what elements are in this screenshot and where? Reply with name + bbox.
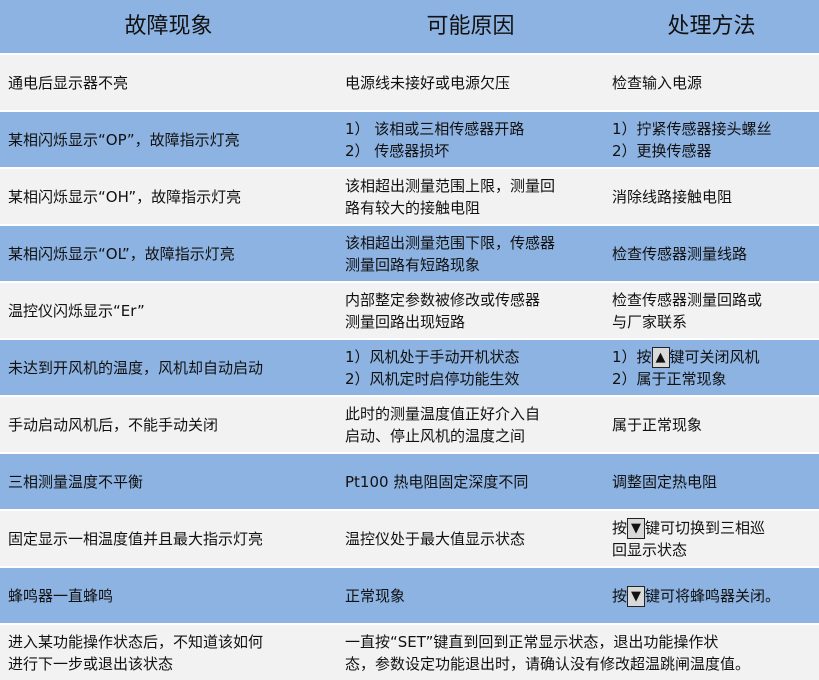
cell-line: 该相超出测量范围下限，传感器: [345, 233, 556, 252]
table-row: 三相测量温度不平衡 Pt100 热电阻固定深度不同 调整固定热电阻: [0, 452, 819, 510]
cell-line: 2）更换传感器: [612, 141, 712, 160]
cause-cell: 1）风机处于手动开机状态 2）风机定时启停功能生效: [337, 338, 604, 396]
cell-line: 该相超出测量范围上限，测量回: [345, 176, 556, 195]
fix-cell: 1）按 ▲ 键可关闭风机 2）属于正常现象: [604, 338, 819, 396]
symptom-cell: 三相测量温度不平衡: [0, 452, 337, 510]
cell-line: 调整固定热电阻: [612, 472, 718, 491]
cell-line: 2）属于正常现象: [612, 369, 727, 388]
symptom-cell: 手动启动风机后，不能手动关闭: [0, 395, 337, 453]
cell-line: 检查输入电源: [612, 73, 703, 92]
cause-cell: 内部整定参数被修改或传感器 测量回路出现短路: [337, 281, 604, 339]
cell-line: 检查传感器测量线路: [612, 244, 748, 263]
up-key-icon: ▲: [651, 346, 670, 368]
fix-text: 键可将蜂鸣器关闭。: [645, 586, 781, 605]
cell-line: 正常现象: [345, 586, 406, 605]
fix-cell: 调整固定热电阻: [604, 452, 819, 510]
header-symptom: 故障现象: [124, 13, 213, 39]
cell-line: 一直按“SET”键直到回到正常显示状态，退出功能操作状: [345, 632, 719, 651]
table-row: 进入某功能操作状态后，不知道该如何 进行下一步或退出该状态 一直按“SET”键直到回…: [0, 623, 819, 680]
cell-line: 2） 传感器损坏: [345, 141, 450, 160]
down-key-icon: ▼: [627, 585, 646, 607]
cell-line: 2）风机定时启停功能生效: [345, 369, 520, 388]
fix-key-line: 按 ▼ 键可切换到三相巡: [612, 517, 819, 539]
table-row: 某相闪烁显示“OL”，故障指示灯亮 该相超出测量范围下限，传感器 测量回路有短路现象…: [0, 224, 819, 282]
cell-line: 回显示状态: [612, 540, 688, 559]
cell-line: 进入某功能操作状态后，不知道该如何: [8, 632, 264, 651]
cell-line: 测量回路出现短路: [345, 312, 466, 331]
symptom-cell: 进入某功能操作状态后，不知道该如何 进行下一步或退出该状态: [0, 623, 337, 680]
cell-line: 1）风机处于手动开机状态: [345, 347, 520, 366]
cell-line: 消除线路接触电阻: [612, 187, 733, 206]
fix-cell: 消除线路接触电阻: [604, 167, 819, 225]
cell-line: 态，参数设定功能退出时，请确认没有修改超温跳闸温度值。: [345, 654, 751, 673]
cell-line: 此时的测量温度值正好介入自: [345, 404, 541, 423]
symptom-cell: 通电后显示器不亮: [0, 53, 337, 111]
cell-line: 检查传感器测量回路或: [612, 290, 763, 309]
fix-text: 按: [612, 586, 628, 605]
cell-line: 测量回路有短路现象: [345, 255, 481, 274]
header-row: 故障现象 可能原因 处理方法: [0, 0, 819, 54]
fix-text: 键可切换到三相巡: [645, 518, 766, 537]
fix-cell: 检查传感器测量回路或 与厂家联系: [604, 281, 819, 339]
cell-line: 启动、停止风机的温度之间: [345, 426, 526, 445]
cell-line: 温控仪处于最大值显示状态: [345, 529, 526, 548]
symptom-cell: 某相闪烁显示“OL”，故障指示灯亮: [0, 224, 337, 282]
cell-line: 1）拧紧传感器接头螺丝: [612, 119, 772, 138]
cause-cell: 该相超出测量范围下限，传感器 测量回路有短路现象: [337, 224, 604, 282]
cause-cell: 电源线未接好或电源欠压: [337, 53, 604, 111]
cell-line: 路有较大的接触电阻: [345, 198, 481, 217]
cause-cell: 此时的测量温度值正好介入自 启动、停止风机的温度之间: [337, 395, 604, 453]
table-row: 固定显示一相温度值并且最大指示灯亮 温控仪处于最大值显示状态按 ▼ 键可切换到三相巡回…: [0, 509, 819, 567]
table-row: 通电后显示器不亮 电源线未接好或电源欠压 检查输入电源: [0, 53, 819, 111]
fix-key-line: 按 ▼ 键可将蜂鸣器关闭。: [612, 585, 819, 607]
cause-cell: 该相超出测量范围上限，测量回 路有较大的接触电阻: [337, 167, 604, 225]
cell-line: 与厂家联系: [612, 312, 688, 331]
symptom-cell: 未达到开风机的温度，风机却自动启动: [0, 338, 337, 396]
table-row: 某相闪烁显示“OH”，故障指示灯亮 该相超出测量范围上限，测量回 路有较大的接触电阻…: [0, 167, 819, 225]
fix-cell: 按 ▼ 键可将蜂鸣器关闭。: [604, 566, 819, 624]
fix-text: 按: [612, 518, 628, 537]
table-row: 蜂鸣器一直蜂鸣 正常现象 按 ▼ 键可将蜂鸣器关闭。: [0, 566, 819, 624]
fix-text: 1）按: [612, 347, 652, 366]
fix-cell: 属于正常现象: [604, 395, 819, 453]
table-row: 温控仪闪烁显示“Er” 内部整定参数被修改或传感器 测量回路出现短路 检查传感器测量回…: [0, 281, 819, 339]
cause-cell: 温控仪处于最大值显示状态: [337, 509, 604, 567]
fix-text: 键可关闭风机: [669, 347, 760, 366]
header-cause: 可能原因: [426, 13, 515, 39]
cell-line: 电源线未接好或电源欠压: [345, 73, 511, 92]
symptom-cell: 某相闪烁显示“OH”，故障指示灯亮: [0, 167, 337, 225]
fix-cell: 检查传感器测量线路: [604, 224, 819, 282]
cell-line: 1） 该相或三相传感器开路: [345, 119, 525, 138]
cell-line: 内部整定参数被修改或传感器: [345, 290, 541, 309]
table-row: 手动启动风机后，不能手动关闭 此时的测量温度值正好介入自 启动、停止风机的温度之间属…: [0, 395, 819, 453]
symptom-cell: 某相闪烁显示“OP”，故障指示灯亮: [0, 110, 337, 168]
symptom-cell: 温控仪闪烁显示“Er”: [0, 281, 337, 339]
cell-line: Pt100 热电阻固定深度不同: [345, 472, 529, 491]
header-fix: 处理方法: [667, 13, 756, 39]
cell-line: 进行下一步或退出该状态: [8, 654, 174, 673]
symptom-cell: 固定显示一相温度值并且最大指示灯亮: [0, 509, 337, 567]
symptom-cell: 蜂鸣器一直蜂鸣: [0, 566, 337, 624]
fix-cell: 检查输入电源: [604, 53, 819, 111]
table-row: 未达到开风机的温度，风机却自动启动 1）风机处于手动开机状态 2）风机定时启停功能生…: [0, 338, 819, 396]
cause-cell: 正常现象: [337, 566, 604, 624]
merged-cause-fix-cell: 一直按“SET”键直到回到正常显示状态，退出功能操作状态，参数设定功能退出时，请…: [337, 623, 819, 680]
fix-cell: 1）拧紧传感器接头螺丝 2）更换传感器: [604, 110, 819, 168]
table-row: 某相闪烁显示“OP”，故障指示灯亮 1） 该相或三相传感器开路 2） 传感器损坏 1）…: [0, 110, 819, 168]
down-key-icon: ▼: [627, 517, 646, 539]
fix-key-line: 1）按 ▲ 键可关闭风机: [612, 346, 819, 368]
cell-line: 属于正常现象: [612, 415, 703, 434]
cause-cell: Pt100 热电阻固定深度不同: [337, 452, 604, 510]
cause-cell: 1） 该相或三相传感器开路 2） 传感器损坏: [337, 110, 604, 168]
fix-cell: 按 ▼ 键可切换到三相巡 回显示状态: [604, 509, 819, 567]
